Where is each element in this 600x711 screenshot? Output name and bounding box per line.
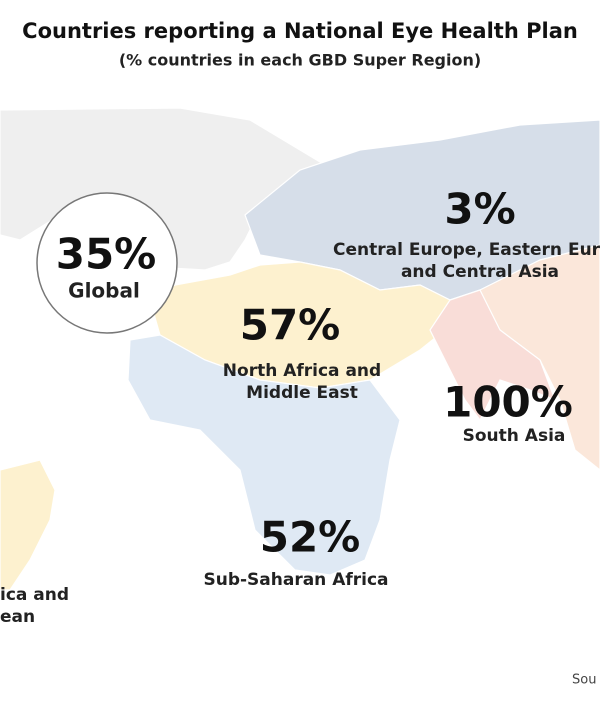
latin-america — [0, 459, 56, 591]
global-circle — [36, 192, 178, 334]
region-label: ica and — [0, 585, 69, 605]
region-value: 52% — [260, 513, 361, 562]
region-label: Sub-Saharan Africa — [203, 570, 388, 590]
region-label: North Africa and — [223, 361, 381, 381]
region-value: 3% — [444, 185, 515, 234]
region-label: South Asia — [463, 426, 566, 446]
sub-saharan-africa — [127, 334, 401, 576]
land — [0, 107, 600, 591]
title: Countries reporting a National Eye Healt… — [22, 19, 578, 43]
region-value: 100% — [443, 378, 573, 427]
region-label: and Central Asia — [401, 262, 559, 282]
region-value: 57% — [240, 301, 341, 350]
region-label: ean — [0, 607, 35, 627]
region-label: Central Europe, Eastern Eur — [333, 240, 600, 260]
global-value: 35% — [56, 230, 157, 279]
other-land — [0, 107, 332, 271]
region-label: Middle East — [246, 383, 358, 403]
global-label: Global — [68, 279, 140, 303]
south-asia — [429, 289, 557, 422]
subtitle: (% countries in each GBD Super Region) — [119, 51, 481, 70]
source: Sou — [572, 673, 596, 688]
